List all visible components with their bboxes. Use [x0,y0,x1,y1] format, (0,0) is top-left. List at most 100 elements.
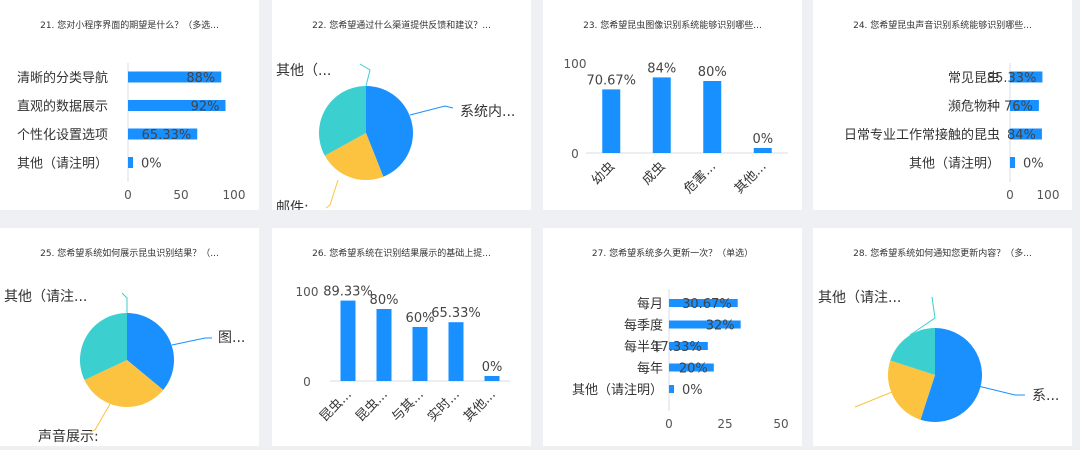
x-tick-label: 100 [1037,188,1060,202]
pie-slice [888,360,935,420]
leader-line [854,391,893,408]
x-tick-label: 50 [173,188,188,202]
bar [669,320,741,329]
chart-q21: 清晰的分类导航 88% 直观的数据展示 92% 个性化设置选项 65.33% 其他（请注明）… [17,63,246,202]
slice-label: 邮件: ... [276,200,327,210]
bar [703,81,722,153]
chart-q28: 系... 其他（请注... [818,290,1059,422]
data-label: 84% [647,61,676,76]
data-label: 32% [706,319,735,334]
category-label: 昆虫... [317,387,355,425]
pie-slice [366,86,413,177]
category-label: 每半年 [624,339,663,355]
data-label: 84% [1007,128,1036,143]
pie-slice [79,313,127,381]
data-label: 0% [482,360,503,375]
chart-q26: 0 100 89.33% 昆虫... 80% 昆虫... 60% 与其... 65.33% 实时.… [296,285,510,425]
data-label: 76% [1004,100,1033,115]
data-label: 80% [698,65,727,80]
chart-title: 24. 您希望昆虫声音识别系统能够识别哪些... [853,21,1032,31]
chart-title: 28. 您希望系统如何通知您更新内容？（多... [853,249,1032,259]
chart-card-q28: 28. 您希望系统如何通知您更新内容？（多... 系... 其他（请注... [813,228,1072,446]
chart-q25: 图... 声音展示: 其他（请注... [4,289,245,445]
y-tick-label: 100 [296,285,319,299]
data-label: 17.33% [652,340,702,355]
chart-card-q27: 27. 您希望系统多久更新一次？（单选） 每月 30.67% 每季度 32% 每半年 17… [543,228,802,446]
leader-line [325,179,339,209]
leader-line [359,63,371,87]
bar [669,385,674,393]
data-label: 0% [1023,157,1044,172]
bar [128,128,198,140]
slice-label: 其他（... [276,63,331,79]
data-label: 0% [682,383,703,398]
chart-title: 27. 您希望系统多久更新一次？（单选） [591,249,754,259]
pie-slice [319,86,366,156]
data-label: 65.33% [431,306,481,321]
chart-title: 23. 您希望昆虫图像识别系统能够识别哪些... [583,21,762,31]
data-label: 85.33% [987,71,1037,86]
category-label: 日常专业工作常接触的昆虫 [844,127,1000,143]
bar [669,363,714,372]
x-tick-label: 100 [223,188,246,202]
category-label: 常见昆虫 [948,71,1000,86]
bar [602,89,621,153]
category-label: 其他... [732,159,770,197]
data-label: 0% [141,157,162,172]
pie-slice [127,313,175,390]
chart-card-q22: 22. 您希望通过什么渠道提供反馈和建议？... 系统内... 邮件: ... 其他… [272,0,531,210]
slice-label: 其他（请注... [4,289,87,305]
x-tick-label: 0 [665,417,673,431]
x-tick-label: 50 [773,417,788,431]
chart-title: 25. 您希望系统如何展示昆虫识别结果？（... [40,249,219,259]
slice-label: 系统内... [460,104,515,120]
leader-line [409,105,454,116]
data-label: 88% [186,71,215,86]
slice-label: 其他（请注... [818,290,901,306]
slice-label: 图... [218,330,245,346]
chart-title: 22. 您希望通过什么渠道提供反馈和建议？... [312,21,491,31]
category-label: 每季度 [624,318,663,334]
pie-slice [890,328,935,375]
data-label: 89.33% [323,285,373,300]
data-label: 70.67% [586,73,636,88]
chart-card-q26: 26. 您希望系统在识别结果展示的基础上提... 0 100 89.33% 昆虫...… [272,228,531,446]
x-tick-label: 25 [717,417,732,431]
category-label: 幼虫 [589,159,618,188]
category-label: 其他（请注明） [572,383,663,398]
pie-slice [84,360,164,407]
pie-slice [920,328,982,422]
bar [1010,157,1015,168]
data-label: 80% [370,293,399,308]
data-label: 60% [406,311,435,326]
bar [128,100,226,111]
bar [412,327,428,381]
category-label: 成虫 [640,159,669,188]
chart-card-q25: 25. 您希望系统如何展示昆虫识别结果？（... 图... 声音展示: 其他（请注.… [0,228,259,446]
category-label: 危害... [681,159,719,197]
category-label: 个性化设置选项 [17,128,108,143]
bar [376,309,392,381]
leader-line [977,385,1025,396]
bar [128,157,133,168]
pie-slice [324,133,384,181]
category-label: 直观的数据展示 [17,99,108,115]
x-tick-label: 0 [1006,188,1014,202]
bar [128,71,222,83]
bar [669,342,708,350]
leader-line [909,296,936,336]
bar [1010,100,1039,111]
category-label: 每年 [637,361,663,377]
chart-card-q21: 21. 您对小程序界面的期望是什么？（多选... 清晰的分类导航 88% 直观的数据… [0,0,259,210]
bar [1010,71,1043,83]
bar [652,77,671,153]
data-label: 92% [191,100,220,115]
bar [669,299,738,307]
chart-q22: 系统内... 邮件: ... 其他（... [276,63,515,210]
data-label: 30.67% [682,297,732,312]
y-tick-label: 0 [303,375,311,389]
bar [753,148,772,153]
category-label: 实时... [425,387,463,425]
